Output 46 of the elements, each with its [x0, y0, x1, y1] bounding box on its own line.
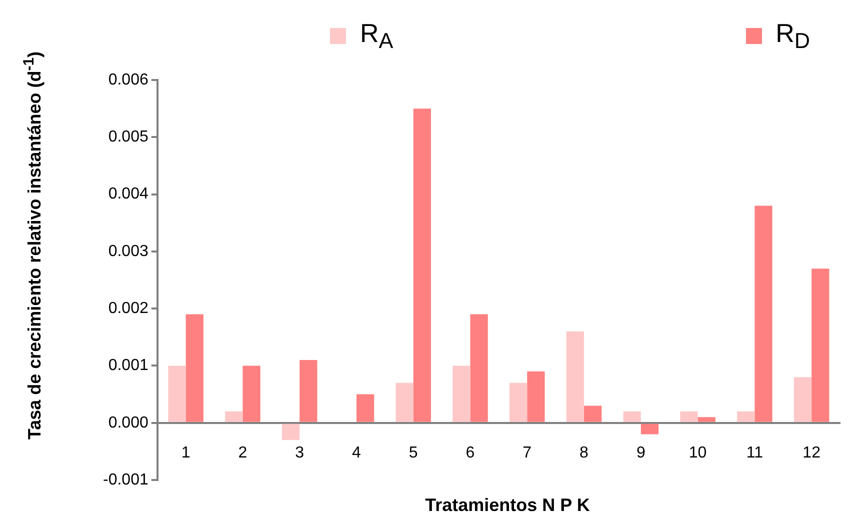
x-tick-label: 11	[746, 444, 764, 462]
y-tick-label: 0.001	[108, 357, 148, 374]
x-tick-label: 7	[522, 444, 532, 462]
bar	[452, 366, 470, 422]
bar	[356, 394, 374, 422]
bar	[698, 417, 716, 422]
bar	[640, 424, 659, 434]
y-tick-label: 0.006	[108, 71, 148, 88]
bar	[623, 411, 641, 422]
bar	[680, 411, 698, 422]
x-tick-label: 3	[295, 444, 304, 462]
bar	[737, 411, 755, 422]
bar	[225, 411, 243, 422]
x-tick-label: 10	[688, 444, 707, 462]
bar	[584, 406, 602, 422]
bar	[282, 424, 300, 440]
bar	[186, 314, 204, 422]
bar	[754, 206, 772, 422]
bar	[470, 314, 488, 422]
bar	[300, 360, 318, 422]
bar	[396, 382, 414, 422]
x-tick-label: 5	[408, 444, 418, 462]
legend-label: R$_{A}$	[360, 18, 394, 54]
x-tick-label: 12	[802, 444, 821, 462]
y-tick-label: -0.001	[102, 471, 148, 488]
y-tick-label: 0.003	[108, 242, 148, 260]
x-tick-label: 6	[466, 444, 475, 462]
bar	[168, 366, 186, 422]
bar	[527, 371, 545, 422]
y-tick-label: 0.002	[108, 300, 148, 317]
y-tick-label: 0.005	[108, 128, 148, 146]
bar	[413, 108, 431, 422]
y-tick-label: 0.000	[108, 414, 148, 432]
bar	[566, 331, 584, 422]
bar	[794, 377, 812, 422]
y-tick-label: 0.004	[108, 186, 148, 203]
bar	[509, 382, 528, 422]
x-tick-label: 8	[580, 444, 589, 462]
bar	[242, 366, 260, 422]
x-tick-label: 1	[181, 444, 190, 462]
legend-label: R$_{D}$	[776, 18, 810, 54]
x-tick-label: 2	[238, 444, 248, 462]
x-tick-label: 9	[636, 444, 646, 462]
x-axis-title: Tratamientos N P K	[424, 495, 591, 516]
x-tick-label: 4	[352, 444, 362, 462]
bar	[812, 268, 830, 422]
